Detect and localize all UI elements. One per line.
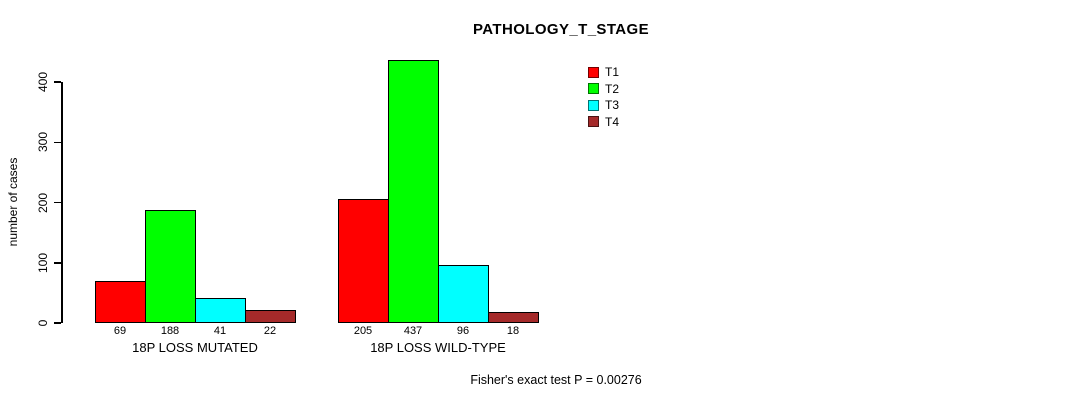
legend-label: T1 xyxy=(605,65,620,80)
bar-value-label: 205 xyxy=(353,325,373,337)
bar-t2-group2 xyxy=(388,60,439,323)
bar-t3-group2 xyxy=(438,265,489,323)
y-tick-mark xyxy=(54,201,61,204)
bar-value-label: 437 xyxy=(403,325,423,337)
y-tick-label: 0 xyxy=(36,319,50,327)
legend-row-t4: T4 xyxy=(588,114,619,131)
y-tick-mark xyxy=(54,141,61,143)
y-tick-label: 200 xyxy=(36,192,50,213)
bar-value-label: 18 xyxy=(506,325,520,337)
bar-t4-group1 xyxy=(245,310,296,323)
bar-value-label: 41 xyxy=(213,325,227,337)
y-tick-mark xyxy=(54,81,61,83)
group-label: 18P LOSS WILD-TYPE xyxy=(370,340,506,355)
y-tick-label: 100 xyxy=(36,252,50,273)
legend-swatch-icon xyxy=(588,116,599,128)
bar-value-label: 22 xyxy=(263,325,277,337)
legend: T1 T2 T3 T4 xyxy=(588,64,619,130)
legend-label: T4 xyxy=(605,114,620,129)
chart-title: PATHOLOGY_T_STAGE xyxy=(473,21,649,38)
y-tick-mark xyxy=(54,262,61,264)
group-label: 18P LOSS MUTATED xyxy=(132,340,258,355)
legend-row-t2: T2 xyxy=(588,81,619,98)
annotation-fisher-test: Fisher's exact test P = 0.00276 xyxy=(470,373,642,387)
bar-value-label: 69 xyxy=(113,325,127,337)
bar-t1-group2 xyxy=(338,199,389,323)
legend-label: T2 xyxy=(605,81,620,96)
y-tick-label: 300 xyxy=(36,132,50,153)
bar-value-label: 96 xyxy=(456,325,470,337)
legend-row-t1: T1 xyxy=(588,64,619,81)
bar-t1-group1 xyxy=(95,281,146,323)
legend-swatch-icon xyxy=(588,99,599,111)
y-axis-line xyxy=(61,82,63,323)
bar-t4-group2 xyxy=(488,312,539,323)
y-axis-label: number of cases xyxy=(6,157,20,247)
legend-swatch-icon xyxy=(588,83,599,95)
legend-row-t3: T3 xyxy=(588,97,619,114)
legend-swatch-icon xyxy=(588,66,599,78)
bar-t3-group1 xyxy=(195,298,246,323)
legend-label: T3 xyxy=(605,98,620,113)
bar-value-label: 188 xyxy=(160,325,180,337)
bar-t2-group1 xyxy=(145,210,196,323)
y-tick-mark xyxy=(54,322,61,324)
y-tick-label: 400 xyxy=(36,71,50,93)
